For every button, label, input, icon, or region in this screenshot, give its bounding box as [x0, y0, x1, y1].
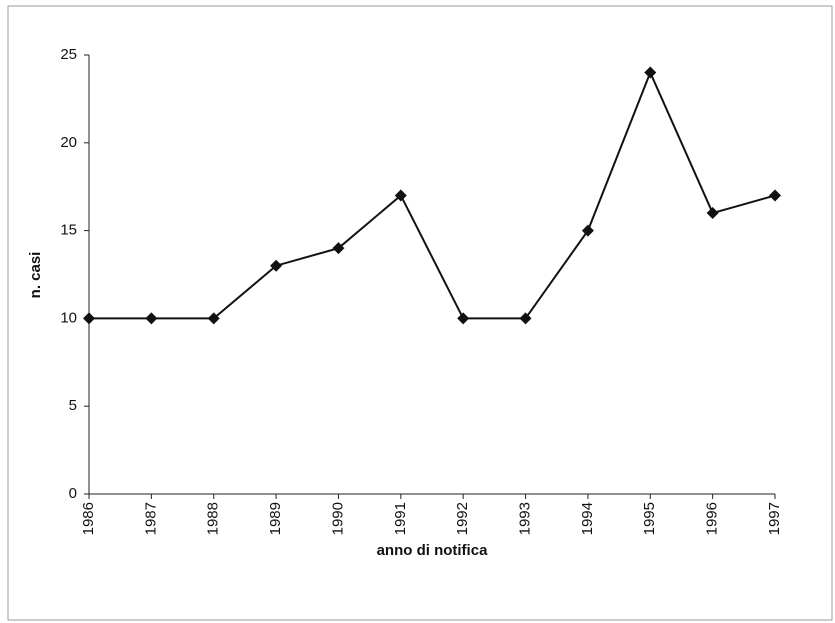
y-axis-label: n. casi — [27, 252, 44, 299]
x-tick-label: 1987 — [142, 502, 159, 535]
x-tick-label: 1992 — [454, 502, 471, 535]
y-tick-label: 5 — [69, 397, 77, 414]
x-tick-label: 1996 — [704, 502, 721, 535]
x-tick-label: 1989 — [267, 502, 284, 535]
marker — [207, 312, 220, 325]
x-tick-label: 1997 — [766, 502, 783, 535]
marker — [457, 312, 470, 325]
marker — [769, 189, 781, 202]
marker — [706, 207, 719, 220]
x-tick-label: 1994 — [579, 502, 596, 535]
x-axis-label: anno di notifica — [377, 542, 488, 559]
x-tick-label: 1988 — [205, 502, 222, 535]
marker — [270, 259, 283, 272]
x-tick-label: 1986 — [80, 502, 97, 535]
marker — [581, 224, 594, 237]
marker — [394, 189, 407, 202]
marker — [332, 242, 345, 255]
y-tick-label: 20 — [60, 134, 77, 151]
y-tick-label: 25 — [60, 46, 77, 63]
y-tick-label: 15 — [60, 222, 77, 239]
y-tick-label: 10 — [60, 309, 77, 326]
x-tick-label: 1990 — [329, 502, 346, 535]
data-line — [89, 69, 776, 320]
y-tick-label: 0 — [69, 485, 77, 502]
x-tick-label: 1995 — [641, 502, 658, 535]
x-tick-label: 1991 — [392, 502, 409, 535]
x-tick-label: 1993 — [517, 502, 534, 535]
marker — [83, 312, 95, 325]
chart-frame — [7, 5, 833, 621]
marker — [519, 312, 532, 325]
marker — [145, 312, 158, 325]
marker — [644, 66, 657, 79]
